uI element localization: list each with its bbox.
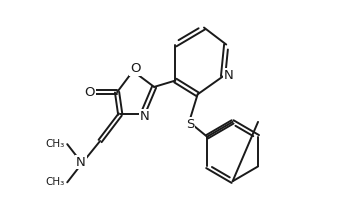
- Text: O: O: [85, 86, 95, 99]
- Text: N: N: [76, 156, 86, 169]
- Text: N: N: [139, 110, 149, 123]
- Text: O: O: [130, 62, 140, 75]
- Text: N: N: [223, 69, 233, 82]
- Text: CH₃: CH₃: [46, 177, 65, 187]
- Text: CH₃: CH₃: [46, 139, 65, 149]
- Text: S: S: [186, 118, 194, 131]
